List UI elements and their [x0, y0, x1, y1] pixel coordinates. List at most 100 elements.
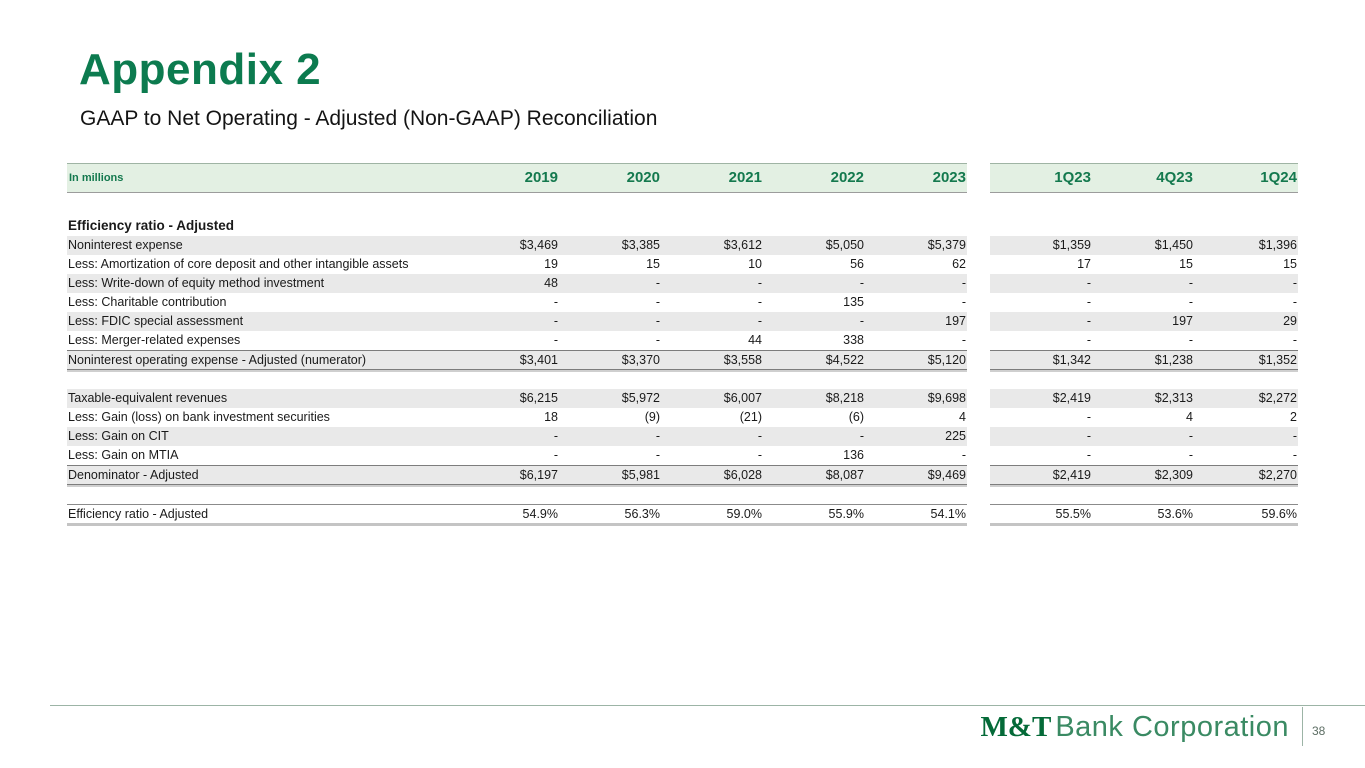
cell-value: $1,352	[1194, 350, 1298, 370]
table-spacer	[67, 192, 1298, 217]
cell-value: -	[1092, 427, 1194, 446]
cell-value: $3,401	[457, 350, 559, 370]
cell-value: -	[559, 427, 661, 446]
cell-value: -	[961, 295, 966, 309]
section-header-label: Efficiency ratio - Adjusted	[68, 218, 235, 233]
cell-value: $9,698	[865, 389, 967, 408]
cell-value: 29	[1194, 312, 1298, 331]
table-row: Less: Gain (loss) on bank investment sec…	[67, 408, 1298, 427]
cell-value: -	[559, 312, 661, 331]
cell-value: -	[1188, 295, 1193, 309]
column-gap	[967, 236, 990, 255]
cell-value: 135	[843, 295, 864, 309]
cell-value: $3,469	[457, 236, 559, 255]
cell-value: -	[1292, 295, 1297, 309]
cell-value: $5,981	[559, 465, 661, 485]
row-label: Taxable-equivalent revenues	[67, 389, 457, 408]
table-row: Less: Merger-related expenses - - 44 338 - - - -	[67, 331, 1298, 350]
cell-value: 54.9%	[457, 504, 559, 526]
cell-value: 4	[1186, 410, 1193, 424]
cell-value: 197	[865, 312, 967, 331]
cell-value: $5,972	[559, 389, 661, 408]
cell-value: -	[1194, 427, 1298, 446]
cell-value: 53.6%	[1092, 504, 1194, 526]
table-row: Taxable-equivalent revenues $6,215 $5,972 $…	[67, 389, 1298, 408]
cell-value: $2,270	[1194, 465, 1298, 485]
table-row: Less: Gain on MTIA - - - 136 - - - -	[67, 446, 1298, 465]
cell-value: -	[553, 448, 558, 462]
table-row: Less: FDIC special assessment - - - -197-197…	[67, 312, 1298, 331]
cell-value: 59.0%	[661, 504, 763, 526]
cell-value: -	[990, 274, 1092, 293]
footer-divider	[1302, 707, 1303, 746]
column-header-2021: 2021	[661, 163, 763, 193]
cell-value: (6)	[848, 410, 864, 424]
cell-value: -	[1292, 333, 1297, 347]
cell-value: -	[559, 274, 661, 293]
cell-value: 59.6%	[1194, 504, 1298, 526]
cell-value: 48	[457, 274, 559, 293]
page-number: 38	[1312, 724, 1326, 738]
cell-value: 56	[850, 257, 864, 271]
cell-value: -	[1188, 333, 1193, 347]
cell-value: -	[553, 295, 558, 309]
table-row: Less: Gain on CIT - - - -225- - -	[67, 427, 1298, 446]
cell-value: 225	[865, 427, 967, 446]
cell-value: $2,419	[990, 389, 1092, 408]
row-label: Less: Write-down of equity method invest…	[67, 274, 457, 293]
cell-value: 17	[1077, 257, 1091, 271]
column-gap	[967, 446, 990, 465]
column-gap	[967, 293, 990, 312]
cell-value: $3,385	[559, 236, 661, 255]
table-spacer	[67, 369, 1298, 389]
column-gap	[967, 274, 990, 293]
cell-value: -	[757, 295, 762, 309]
column-gap	[967, 389, 990, 408]
table-row: Less: Write-down of equity method invest…	[67, 274, 1298, 293]
cell-value: -	[763, 274, 865, 293]
cell-value: -	[961, 448, 966, 462]
column-header-2022: 2022	[763, 163, 865, 193]
column-gap	[967, 350, 990, 370]
column-header-1q23: 1Q23	[990, 163, 1092, 193]
cell-value: (21)	[739, 410, 762, 424]
cell-value: (9)	[644, 410, 660, 424]
cell-value: -	[553, 333, 558, 347]
cell-value: -	[1194, 274, 1298, 293]
cell-value: -	[655, 333, 660, 347]
row-label: Noninterest expense	[67, 236, 457, 255]
column-header-1q24: 1Q24	[1194, 163, 1298, 193]
cell-value: $9,469	[865, 465, 967, 485]
cell-value: -	[1086, 333, 1091, 347]
cell-value: -	[763, 312, 865, 331]
section-header-row: Efficiency ratio - Adjusted	[67, 217, 1298, 236]
table-row: Noninterest operating expense - Adjusted…	[67, 350, 1298, 370]
mt-bank-logo: M&T Bank Corporation	[980, 713, 1289, 742]
cell-value: -	[1086, 448, 1091, 462]
row-label: Less: Gain on MTIA	[68, 448, 179, 462]
cell-value: $2,309	[1092, 465, 1194, 485]
cell-value: -	[457, 427, 559, 446]
cell-value: $2,313	[1092, 389, 1194, 408]
page-subtitle: GAAP to Net Operating - Adjusted (Non-GA…	[80, 107, 658, 130]
cell-value: -	[1086, 410, 1091, 424]
cell-value: 10	[748, 257, 762, 271]
row-label: Less: Charitable contribution	[68, 295, 227, 309]
row-label: Denominator - Adjusted	[67, 465, 457, 485]
row-label: Less: FDIC special assessment	[67, 312, 457, 331]
cell-value: $3,370	[559, 350, 661, 370]
cell-value: 15	[1283, 257, 1297, 271]
reconciliation-table: In millions 2019 2020 2021 2022 2023 1Q23 4Q23 1…	[67, 163, 1298, 526]
cell-value: 19	[544, 257, 558, 271]
cell-value: $3,612	[661, 236, 763, 255]
cell-value: -	[1086, 295, 1091, 309]
cell-value: -	[661, 274, 763, 293]
cell-value: 54.1%	[865, 504, 967, 526]
column-gap	[967, 465, 990, 485]
table-row: Less: Charitable contribution - - - 135 - - - -	[67, 293, 1298, 312]
cell-value: $6,007	[661, 389, 763, 408]
cell-value: 2	[1290, 410, 1297, 424]
cell-value: -	[990, 427, 1092, 446]
cell-value: 55.5%	[990, 504, 1092, 526]
column-gap	[967, 255, 990, 274]
